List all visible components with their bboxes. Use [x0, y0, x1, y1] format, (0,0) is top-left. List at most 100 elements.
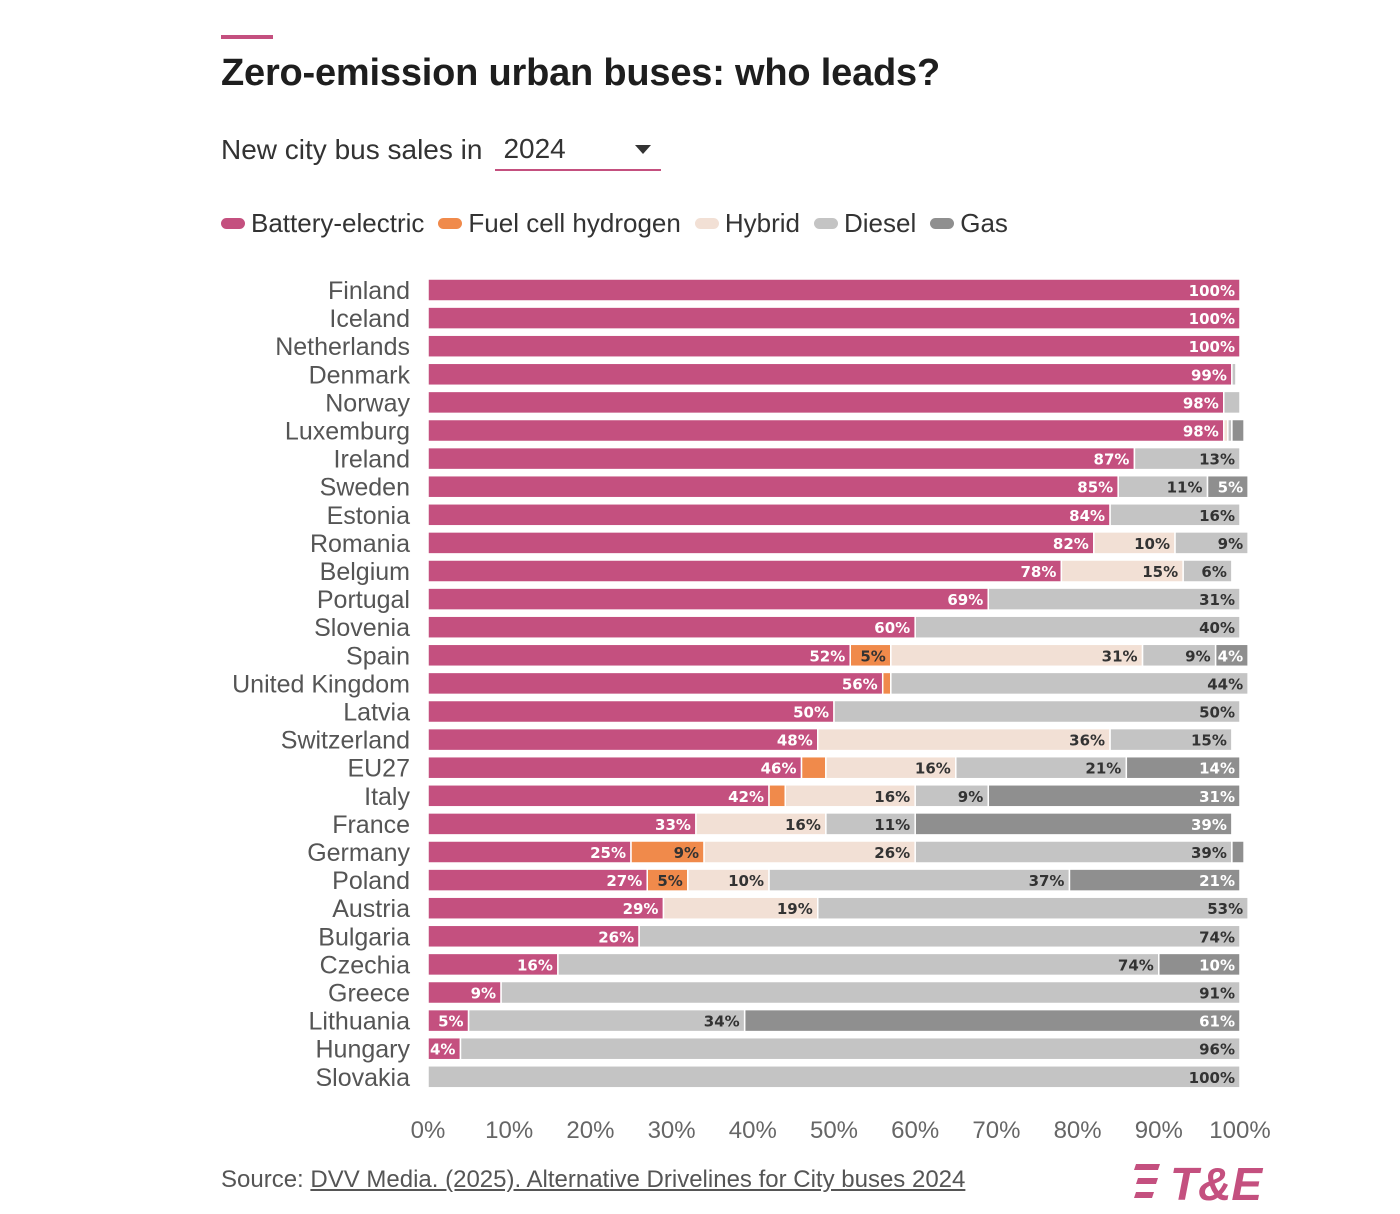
category-label-austria: Austria	[332, 895, 410, 923]
bar-segment-italy-gas	[987, 784, 1241, 808]
bar-segment-portugal-diesel	[987, 587, 1241, 611]
bar-segment-slovakia-diesel	[427, 1065, 1241, 1089]
bar-segment-poland-gas	[1068, 868, 1241, 892]
bar-segment-lithuania-gas	[743, 1008, 1241, 1033]
data-label: 15%	[1191, 732, 1227, 750]
bar-segment-estonia-diesel	[1109, 503, 1241, 527]
data-label: 16%	[517, 956, 553, 974]
x-tick-label: 30%	[648, 1117, 696, 1144]
bar-segment-germany-gas	[1231, 840, 1245, 864]
data-label: 21%	[1085, 760, 1121, 778]
bar-segment-netherlands-battery-electric	[427, 334, 1241, 358]
data-label: 100%	[1189, 338, 1235, 356]
legend: Battery-electric Fuel cell hydrogen Hybr…	[221, 204, 1008, 242]
data-label: 34%	[704, 1013, 740, 1031]
bar-segment-norway-diesel	[1223, 390, 1241, 415]
data-label: 11%	[874, 816, 910, 834]
title-accent-rule	[221, 35, 273, 39]
legend-item-gas: Gas	[930, 208, 1008, 239]
bar-segment-slovenia-diesel	[914, 615, 1241, 639]
bar-segment-latvia-battery-electric	[427, 699, 835, 724]
bar-segment-united-kingdom-fuel-cell-hydrogen	[881, 671, 892, 696]
bar-segment-belgium-diesel	[1182, 559, 1233, 583]
bar-segment-estonia-battery-electric	[427, 503, 1111, 527]
data-label: 61%	[1199, 1013, 1235, 1031]
bar-segment-united-kingdom-diesel	[890, 671, 1249, 696]
bar-segment-greece-diesel	[500, 980, 1241, 1005]
category-label-france: France	[332, 811, 410, 839]
data-label: 10%	[1134, 535, 1170, 553]
data-label: 13%	[1199, 451, 1235, 469]
x-tick-label: 10%	[485, 1117, 533, 1144]
data-label: 31%	[1199, 788, 1235, 806]
category-label-greece: Greece	[328, 980, 410, 1008]
category-label-belgium: Belgium	[320, 558, 410, 586]
data-label: 85%	[1077, 479, 1113, 497]
data-label: 82%	[1053, 535, 1089, 553]
stacked-bar-chart: Finland 100% Iceland 100% Netherlands 100% Den…	[232, 277, 1271, 1144]
bar-segment-norway-battery-electric	[427, 390, 1225, 415]
category-label-eu27: EU27	[347, 755, 410, 783]
bar-segment-finland-battery-electric	[427, 278, 1241, 302]
category-label-italy: Italy	[364, 783, 410, 811]
category-label-spain: Spain	[346, 642, 410, 670]
bar-segment-united-kingdom-battery-electric	[427, 671, 884, 696]
data-label: 33%	[655, 816, 691, 834]
data-label: 9%	[1185, 647, 1210, 665]
bar-segment-germany-diesel	[914, 840, 1233, 864]
legend-label: Hybrid	[724, 207, 800, 238]
category-label-sweden: Sweden	[320, 474, 410, 502]
data-label: 19%	[777, 900, 813, 918]
legend-swatch-icon	[221, 217, 245, 229]
year-dropdown-value: 2024	[503, 133, 566, 164]
bar-segment-latvia-diesel	[833, 699, 1241, 724]
category-label-switzerland: Switzerland	[281, 727, 410, 755]
data-label: 69%	[947, 591, 983, 609]
category-label-denmark: Denmark	[309, 361, 411, 389]
category-label-latvia: Latvia	[343, 699, 410, 727]
category-label-estonia: Estonia	[327, 502, 410, 530]
legend-swatch-icon	[694, 217, 719, 229]
legend-label: Battery-electric	[251, 207, 425, 238]
legend-item-fuel-cell-hydrogen: Fuel cell hydrogen	[438, 208, 681, 239]
data-label: 21%	[1199, 872, 1235, 890]
category-label-lithuania: Lithuania	[309, 1008, 411, 1036]
bar-segment-luxemburg-gas	[1231, 418, 1245, 443]
bar-segment-romania-battery-electric	[427, 531, 1095, 555]
bar-segment-switzerland-hybrid	[817, 727, 1111, 752]
data-label: 74%	[1199, 928, 1235, 946]
data-label: 9%	[471, 985, 496, 1003]
category-label-ireland: Ireland	[334, 446, 410, 474]
bar-segment-italy-battery-electric	[427, 784, 770, 808]
legend-label: Gas	[960, 207, 1008, 238]
year-dropdown[interactable]: 2024	[495, 129, 662, 171]
data-label: 10%	[728, 872, 764, 890]
data-label: 46%	[761, 760, 797, 778]
data-label: 56%	[842, 675, 878, 693]
x-tick-label: 50%	[810, 1117, 858, 1144]
source-link[interactable]: DVV Media. (2025). Alternative Driveline…	[310, 1166, 966, 1193]
category-label-united-kingdom: United Kingdom	[232, 670, 410, 698]
bar-segment-czechia-diesel	[557, 952, 1160, 977]
bar-segment-czechia-gas	[1158, 952, 1241, 977]
legend-label: Diesel	[844, 207, 917, 238]
data-label: 16%	[785, 816, 821, 834]
data-label: 27%	[606, 872, 642, 890]
logo-stripes-icon	[1134, 1164, 1160, 1198]
data-label: 98%	[1183, 423, 1219, 441]
data-label: 15%	[1142, 563, 1178, 581]
data-label: 9%	[1218, 535, 1243, 553]
bar-segment-spain-battery-electric	[427, 643, 851, 668]
legend-item-hybrid: Hybrid	[694, 207, 800, 239]
category-label-netherlands: Netherlands	[275, 333, 410, 361]
data-label: 50%	[793, 704, 829, 722]
category-label-hungary: Hungary	[316, 1036, 411, 1064]
logo-text: T&E	[1170, 1158, 1263, 1206]
data-label: 39%	[1191, 816, 1227, 834]
data-label: 10%	[1199, 956, 1235, 974]
source-prefix: Source:	[221, 1166, 311, 1193]
bar-segment-slovenia-battery-electric	[427, 615, 916, 639]
data-label: 4%	[430, 1041, 455, 1059]
bar-segment-luxemburg-battery-electric	[427, 418, 1225, 443]
data-label: 50%	[1199, 704, 1235, 722]
